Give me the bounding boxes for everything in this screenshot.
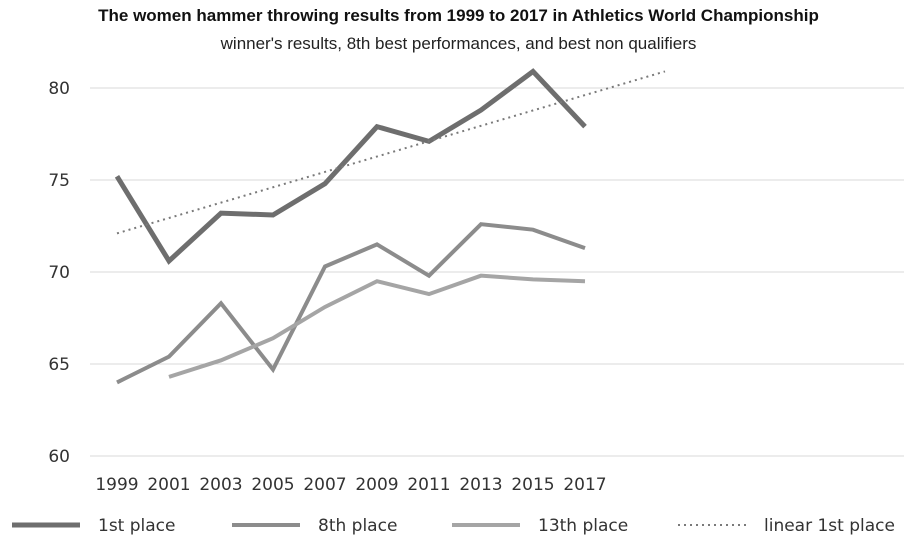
x-tick-label: 1999 <box>95 475 138 495</box>
legend: 1st place 8th place 13th place linear 1st p… <box>12 516 895 536</box>
y-axis-ticks: 60 65 70 75 80 <box>48 79 70 467</box>
y-tick-label: 80 <box>48 79 70 99</box>
x-tick-label: 2015 <box>511 475 554 495</box>
legend-label: 1st place <box>98 516 175 536</box>
y-tick-label: 70 <box>48 263 70 283</box>
legend-label: 8th place <box>318 516 397 536</box>
chart-subtitle: winner's results, 8th best performances,… <box>220 34 697 53</box>
x-tick-label: 2001 <box>147 475 190 495</box>
chart-title: The women hammer throwing results from 1… <box>98 6 819 25</box>
y-tick-label: 65 <box>48 355 70 375</box>
y-tick-label: 75 <box>48 171 70 191</box>
x-tick-label: 2011 <box>407 475 450 495</box>
series-lines <box>114 68 666 385</box>
x-axis-ticks: 1999 2001 2003 2005 2007 2009 2011 2013 2015 2017 <box>95 475 606 495</box>
gridlines <box>90 87 904 457</box>
x-tick-label: 2005 <box>251 475 294 495</box>
series-line-8th-place <box>116 222 586 385</box>
x-tick-label: 2017 <box>563 475 606 495</box>
trendline-linear-1st-place <box>116 70 666 235</box>
x-tick-label: 2013 <box>459 475 502 495</box>
series-line-13th-place <box>168 273 586 379</box>
legend-label: linear 1st place <box>764 516 895 536</box>
legend-label: 13th place <box>538 516 628 536</box>
x-tick-label: 2009 <box>355 475 398 495</box>
series-line-1st-place <box>114 68 587 265</box>
y-tick-label: 60 <box>48 447 70 467</box>
x-tick-label: 2003 <box>199 475 242 495</box>
x-tick-label: 2007 <box>303 475 346 495</box>
